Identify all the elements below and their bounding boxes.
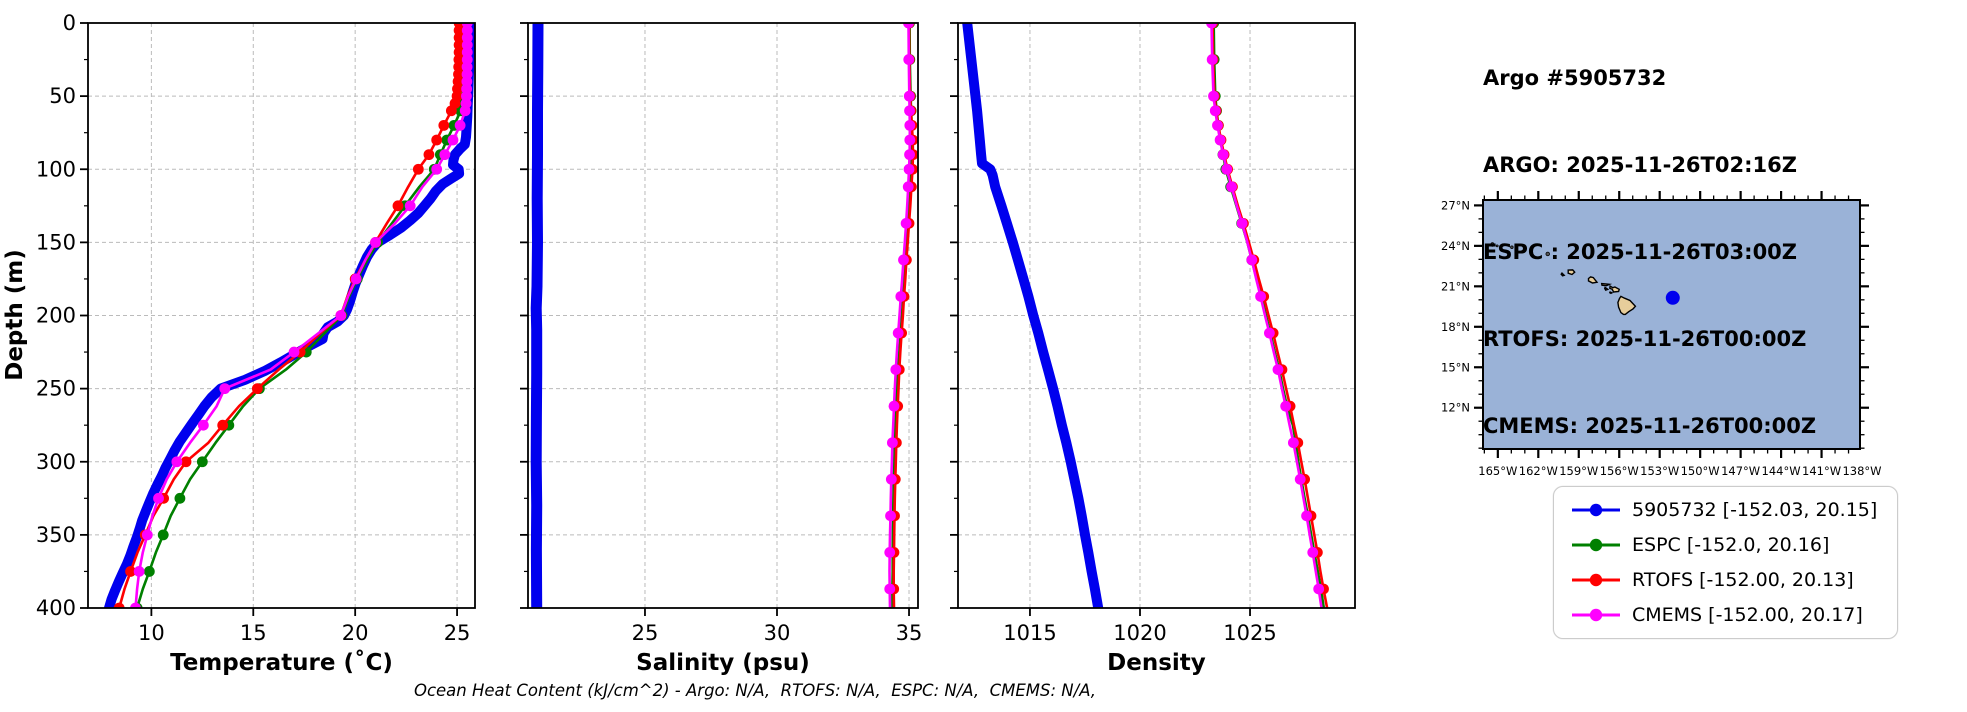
- rtofs-timestamp: RTOFS: 2025-11-26T00:00Z: [1483, 327, 1807, 351]
- legend-label-rtofs: RTOFS [-152.00, 20.13]: [1632, 569, 1854, 591]
- y-tick-label: 0: [63, 11, 76, 35]
- y-tick-label: 150: [36, 230, 76, 254]
- y-tick-label: 200: [36, 304, 76, 328]
- hawaii-location-map: 165°W 162°W 159°W 156°W 153°W 150°W 147°W 144°W…: [1441, 191, 1882, 478]
- gridlines: [528, 23, 918, 608]
- islet: [1490, 242, 1495, 247]
- islet: [1495, 244, 1499, 248]
- map-lon-label: 150°W: [1681, 464, 1720, 478]
- island: [1609, 284, 1621, 293]
- legend-label-espc: ESPC [-152.0, 20.16]: [1632, 534, 1830, 556]
- gridlines: [958, 23, 1355, 608]
- float-title: Argo #5905732: [1483, 66, 1667, 90]
- island: [1603, 286, 1610, 291]
- island: [1560, 272, 1566, 277]
- x-tick-label: 1025: [1223, 621, 1276, 645]
- x-tick-label: 25: [632, 621, 659, 645]
- legend-marker-argo: [1572, 503, 1620, 517]
- y-tick-label: 250: [36, 377, 76, 401]
- x-axis-title: Density: [1107, 650, 1206, 676]
- map-lon-label: 156°W: [1600, 464, 1639, 478]
- series-line-5905732: [962, 23, 1104, 608]
- legend-marker-espc: [1572, 538, 1620, 552]
- map-ocean: [1483, 200, 1860, 449]
- series-markers-cmems: [130, 23, 473, 608]
- x-tick-label: 30: [764, 621, 791, 645]
- series-group: [962, 23, 1329, 608]
- y-axis: [950, 22, 958, 609]
- map-lat-label: 27°N: [1441, 198, 1470, 212]
- series-markers-cmems: [1206, 23, 1325, 595]
- legend-item-espc: ESPC [-152.0, 20.16]: [1570, 534, 1877, 556]
- x-tick-label: 25: [444, 621, 471, 645]
- y-tick-label: 100: [36, 157, 76, 181]
- x-tick-label: 10: [138, 621, 165, 645]
- islet: [1510, 245, 1514, 249]
- island: [1617, 295, 1637, 316]
- series-markers-cmems: [884, 23, 916, 595]
- islet: [1545, 251, 1550, 257]
- salinity-profile: 25 30 35 Salinity (psu): [520, 22, 923, 676]
- map-lon-label: 162°W: [1519, 464, 1558, 478]
- y-axis: [520, 22, 528, 609]
- series-line-5905732: [104, 23, 475, 608]
- ohc-footnote: Ocean Heat Content (kJ/cm^2) - Argo: N/A…: [413, 681, 1097, 700]
- x-axis: 1015 1020 1025: [1003, 608, 1277, 645]
- map-lon-label: 144°W: [1762, 464, 1801, 478]
- island: [1608, 291, 1614, 295]
- island: [1587, 276, 1599, 284]
- espc-timestamp: ESPC : 2025-11-26T03:00Z: [1483, 240, 1798, 264]
- argo-float-position: [1665, 290, 1680, 305]
- legend-item-argo: 5905732 [-152.03, 20.15]: [1570, 499, 1877, 521]
- map-lon-label: 153°W: [1640, 464, 1679, 478]
- island: [1600, 282, 1613, 287]
- y-axis: 0 50 100 150 200 250 300 350 400: [36, 11, 88, 620]
- map-lon-label: 159°W: [1559, 464, 1598, 478]
- legend-item-rtofs: RTOFS [-152.00, 20.13]: [1570, 569, 1877, 591]
- map-lat-label: 24°N: [1441, 239, 1470, 253]
- island: [1567, 269, 1576, 276]
- y-axis-title: Depth (m): [2, 249, 28, 381]
- cmems-timestamp: CMEMS: 2025-11-26T00:00Z: [1483, 414, 1817, 438]
- x-axis-title: Salinity (psu): [636, 650, 810, 676]
- x-tick-label: 15: [240, 621, 267, 645]
- timestamp-header: Argo #5905732 ARGO: 2025-11-26T02:16Z ES…: [1483, 6, 1816, 470]
- x-tick-label: 1015: [1003, 621, 1056, 645]
- map-islands: [1490, 242, 1637, 316]
- map-frame: [1482, 199, 1861, 450]
- legend-marker-rtofs: [1572, 573, 1620, 587]
- y-tick-label: 50: [49, 84, 76, 108]
- x-tick-label: 35: [896, 621, 923, 645]
- legend-label-argo: 5905732 [-152.03, 20.15]: [1632, 499, 1878, 521]
- legend-label-cmems: CMEMS [-152.00, 20.17]: [1632, 604, 1863, 626]
- map-lon-label: 141°W: [1802, 464, 1841, 478]
- x-tick-label: 20: [342, 621, 369, 645]
- map-lat-label: 12°N: [1441, 401, 1470, 415]
- series-group: [530, 23, 918, 608]
- map-lon-label: 147°W: [1721, 464, 1760, 478]
- x-axis-title: Temperature (˚C): [170, 649, 393, 676]
- temperature-profile: 10 15 20 25050100150200250300350400Temperat…: [36, 11, 476, 676]
- y-tick-label: 400: [36, 596, 76, 620]
- legend: 5905732 [-152.03, 20.15] ESPC [-152.0, 20…: [1553, 486, 1899, 639]
- density-profile: 1015 1020 1025 Density: [950, 22, 1356, 676]
- y-tick-label: 300: [36, 450, 76, 474]
- series-group: [104, 23, 475, 608]
- x-axis: 25 30 35: [632, 608, 923, 645]
- map-lat-label: 21°N: [1441, 279, 1470, 293]
- y-tick-label: 350: [36, 523, 76, 547]
- map-lon-label: 165°W: [1478, 464, 1517, 478]
- x-tick-label: 1020: [1113, 621, 1166, 645]
- x-axis: 10 15 20 25: [138, 608, 470, 645]
- argo-timestamp: ARGO: 2025-11-26T02:16Z: [1483, 153, 1797, 177]
- map-lat-label: 18°N: [1441, 320, 1470, 334]
- legend-marker-cmems: [1572, 608, 1620, 622]
- map-lon-label: 138°W: [1842, 464, 1881, 478]
- series-line-5905732: [530, 23, 544, 608]
- map-lat-label: 15°N: [1441, 360, 1470, 374]
- legend-item-cmems: CMEMS [-152.00, 20.17]: [1570, 604, 1877, 626]
